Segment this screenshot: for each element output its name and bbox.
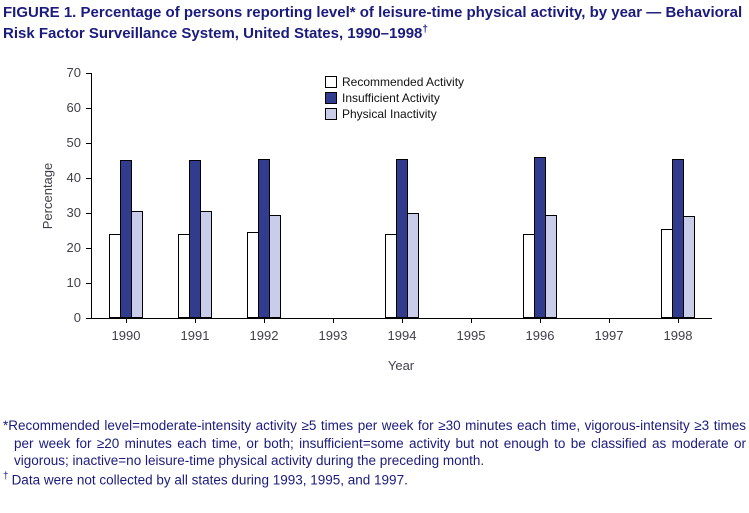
legend-label: Recommended Activity: [342, 75, 465, 89]
y-tick-label-10: 10: [66, 275, 81, 290]
bar-chart: Percentage Recommended Activity Insuffici…: [0, 58, 749, 414]
bar-physical-inactivity-1992: [269, 215, 281, 318]
y-tick-mark: [86, 143, 91, 144]
figure-title-dagger: †: [422, 23, 428, 35]
footnote-recommended: *Recommended level=moderate-intensity ac…: [3, 417, 746, 470]
x-tick-label-1998: 1998: [663, 328, 693, 343]
y-tick-mark: [86, 178, 91, 179]
footnote-data-collection: † Data were not collected by all states d…: [3, 470, 746, 489]
legend-entry-recommended-activity: Recommended Activity: [325, 74, 464, 90]
x-tick-label-1993: 1993: [318, 328, 348, 343]
legend-entry-insufficient-activity: Insufficient Activity: [325, 90, 464, 106]
y-tick-mark: [86, 213, 91, 214]
footnote-dagger-text: Data were not collected by all states du…: [11, 472, 408, 488]
legend-label: Insufficient Activity: [342, 91, 440, 105]
x-tick-label-1994: 1994: [387, 328, 417, 343]
x-tick-mark: [333, 319, 334, 323]
footnotes: *Recommended level=moderate-intensity ac…: [3, 417, 746, 489]
y-tick-mark: [86, 248, 91, 249]
x-tick-mark: [195, 319, 196, 323]
x-tick-label-1995: 1995: [456, 328, 486, 343]
x-tick-mark: [471, 319, 472, 323]
legend-label: Physical Inactivity: [342, 107, 437, 121]
x-tick-mark: [126, 319, 127, 323]
y-tick-label-40: 40: [66, 170, 81, 185]
footnote-star-text: Recommended level=moderate-intensity act…: [8, 418, 746, 469]
y-tick-mark: [86, 73, 91, 74]
legend-swatch-icon: [325, 76, 337, 88]
bar-physical-inactivity-1996: [545, 215, 557, 318]
y-tick-mark: [86, 318, 91, 319]
legend-swatch-icon: [325, 92, 337, 104]
y-tick-label-70: 70: [66, 65, 81, 80]
x-tick-mark: [678, 319, 679, 323]
y-tick-label-0: 0: [73, 310, 81, 325]
bar-physical-inactivity-1998: [683, 216, 695, 318]
footnote-star-marker: *: [3, 418, 9, 433]
x-axis-label: Year: [387, 358, 415, 373]
y-tick-mark: [86, 108, 91, 109]
plot-area: Recommended Activity Insufficient Activit…: [91, 73, 712, 319]
x-tick-mark: [264, 319, 265, 323]
x-tick-label-1991: 1991: [180, 328, 210, 343]
x-tick-label-1996: 1996: [525, 328, 555, 343]
footnote-dagger-marker: †: [3, 470, 9, 482]
x-tick-mark: [609, 319, 610, 323]
figure-title-text: FIGURE 1. Percentage of persons reportin…: [3, 4, 743, 42]
y-tick-label-20: 20: [66, 240, 81, 255]
legend-entry-physical-inactivity: Physical Inactivity: [325, 106, 464, 122]
x-tick-label-1992: 1992: [249, 328, 279, 343]
bar-physical-inactivity-1994: [407, 213, 419, 318]
y-tick-mark: [86, 283, 91, 284]
bar-physical-inactivity-1990: [131, 211, 143, 318]
y-tick-label-60: 60: [66, 100, 81, 115]
x-tick-mark: [540, 319, 541, 323]
y-axis-label: Percentage: [40, 162, 55, 230]
bar-physical-inactivity-1991: [200, 211, 212, 318]
x-tick-label-1997: 1997: [594, 328, 624, 343]
legend-swatch-icon: [325, 108, 337, 120]
y-tick-label-30: 30: [66, 205, 81, 220]
legend: Recommended Activity Insufficient Activit…: [325, 74, 464, 122]
figure-title: FIGURE 1. Percentage of persons reportin…: [3, 3, 747, 43]
y-tick-label-50: 50: [66, 135, 81, 150]
x-tick-label-1990: 1990: [111, 328, 141, 343]
x-tick-mark: [402, 319, 403, 323]
